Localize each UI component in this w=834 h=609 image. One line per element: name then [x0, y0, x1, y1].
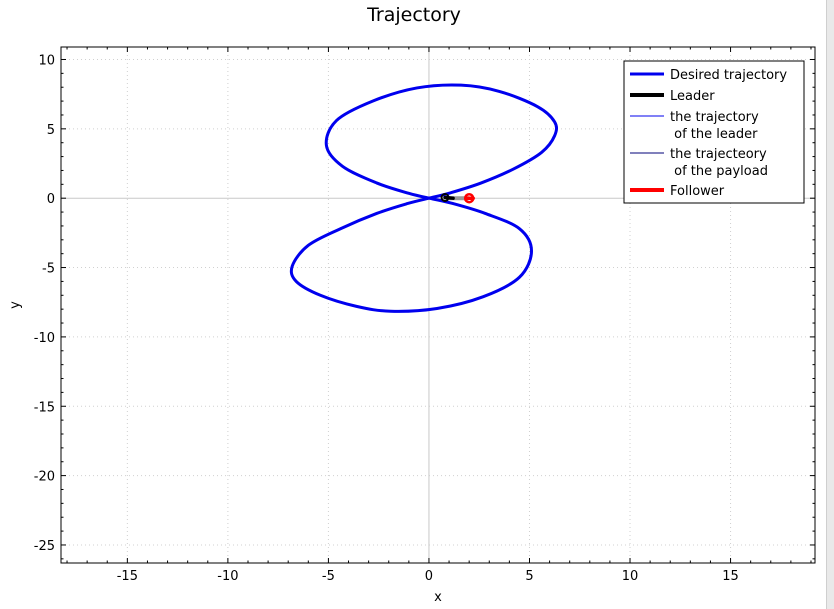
tick-layer: -15 -10 -5 0 5 10 15 10 5 0 -5 -10 -15 -20 -25 — [34, 47, 815, 584]
y-tick-label: -10 — [34, 331, 55, 346]
x-axis-label: x — [434, 590, 442, 605]
y-tick-label: -20 — [34, 470, 55, 485]
x-tick-label: 5 — [525, 569, 533, 584]
legend-label: Desired trajectory — [670, 68, 787, 83]
legend-label: Follower — [670, 184, 725, 199]
x-tick-label: 10 — [622, 569, 639, 584]
x-tick-label: -10 — [217, 569, 238, 584]
y-tick-label: 5 — [47, 123, 55, 138]
desired-trajectory-upper-loop — [324, 83, 559, 200]
legend-label: the trajectory — [670, 110, 759, 125]
y-tick-label: -5 — [42, 262, 55, 277]
follower-marker — [463, 192, 475, 204]
legend: Desired trajectory Leader the trajectory o… — [623, 60, 805, 204]
legend-label: Leader — [670, 89, 715, 104]
plot-frame — [60, 46, 816, 564]
series-layer — [289, 83, 559, 313]
y-tick-label: -25 — [34, 539, 55, 554]
x-tick-label: -5 — [322, 569, 335, 584]
legend-label: the trajecteory — [670, 147, 767, 162]
legend-box — [623, 60, 805, 204]
legend-label: of the payload — [670, 164, 768, 179]
legend-label: of the leader — [670, 127, 758, 142]
chart-title: Trajectory — [366, 4, 461, 26]
x-tick-label: 15 — [722, 569, 739, 584]
window-edge — [826, 0, 834, 609]
y-tick-label: 10 — [38, 53, 55, 68]
y-tick-label: -15 — [34, 400, 55, 415]
x-tick-label: -15 — [117, 569, 138, 584]
y-axis-label: y — [8, 301, 23, 309]
leader-marker — [440, 193, 450, 202]
x-tick-label: 0 — [425, 569, 433, 584]
desired-trajectory-lower-loop — [289, 196, 533, 313]
y-tick-label: 0 — [47, 192, 55, 207]
